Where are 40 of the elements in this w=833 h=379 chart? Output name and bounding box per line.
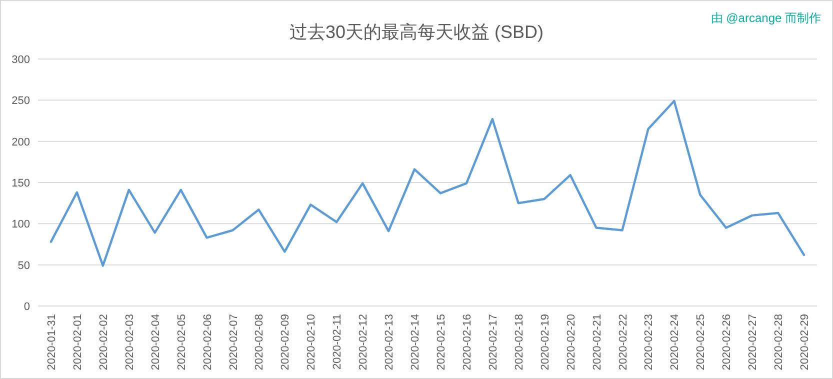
x-tick-label: 2020-02-06 xyxy=(202,314,214,370)
x-tick-label: 2020-02-07 xyxy=(228,314,240,370)
x-tick-label: 2020-02-12 xyxy=(358,314,370,370)
x-tick-label: 2020-02-08 xyxy=(254,314,266,370)
chart-title: 过去30天的最高每天收益 (SBD) xyxy=(289,22,544,42)
x-tick-label: 2020-02-25 xyxy=(695,314,708,370)
x-tick-label: 2020-02-28 xyxy=(773,314,786,370)
x-tick-label: 2020-02-29 xyxy=(799,314,812,370)
x-tick-label: 2020-02-04 xyxy=(150,314,162,370)
y-tick-label: 250 xyxy=(12,95,30,108)
x-tick-label: 2020-02-13 xyxy=(384,314,396,370)
x-tick-label: 2020-02-19 xyxy=(539,314,552,370)
y-tick-label: 50 xyxy=(18,260,30,272)
y-tick-label: 300 xyxy=(12,54,30,66)
x-tick-label: 2020-02-01 xyxy=(72,314,84,370)
x-tick-label: 2020-01-31 xyxy=(46,314,58,370)
x-tick-label: 2020-02-22 xyxy=(617,314,630,370)
x-tick-label: 2020-02-15 xyxy=(435,314,448,370)
x-tick-label: 2020-02-24 xyxy=(669,314,682,370)
x-tick-label: 2020-02-05 xyxy=(176,314,188,370)
x-tick-label: 2020-02-23 xyxy=(643,314,656,370)
x-tick-label: 2020-02-03 xyxy=(124,314,136,370)
line-series xyxy=(50,100,806,267)
x-tick-label: 2020-02-02 xyxy=(98,314,110,370)
y-tick-label: 0 xyxy=(24,301,30,313)
x-tick-label: 2020-02-09 xyxy=(280,314,292,370)
text: 由 @arcange 而制作 xyxy=(710,11,821,25)
y-tick-label: 200 xyxy=(12,136,30,148)
y-tick-label: 100 xyxy=(12,218,30,231)
x-tick-label: 2020-02-14 xyxy=(410,314,422,370)
x-tick-label: 2020-02-21 xyxy=(591,314,604,370)
x-tick-label: 2020-02-16 xyxy=(461,314,474,370)
x-tick-label: 2020-02-10 xyxy=(306,314,318,370)
x-tick-label: 2020-02-26 xyxy=(721,314,734,370)
x-tick-label: 2020-02-27 xyxy=(747,314,760,370)
x-tick-label: 2020-02-11 xyxy=(332,314,344,370)
x-tick-label: 2020-02-20 xyxy=(565,314,578,370)
x-tick-label: 2020-02-18 xyxy=(513,314,526,370)
y-tick-label: 150 xyxy=(12,178,30,190)
x-tick-label: 2020-02-17 xyxy=(487,314,500,370)
